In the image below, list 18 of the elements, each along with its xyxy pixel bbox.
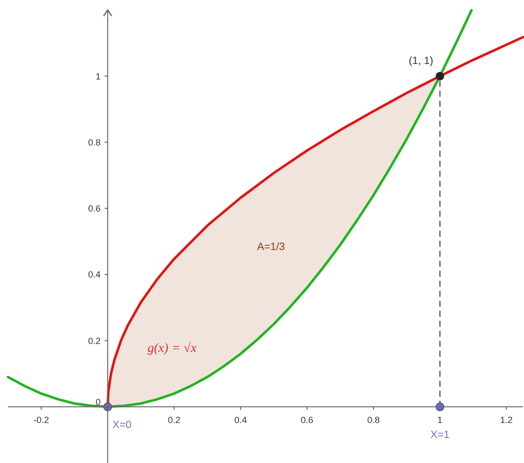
x-tick-label: 1.2 (500, 414, 513, 425)
annotation: g(x) = √x (147, 340, 197, 355)
y-tick-label: 0 (96, 396, 101, 407)
y-tick-label: 0.4 (88, 270, 101, 280)
x-tick-label: 0.8 (367, 414, 380, 425)
annotation: (1, 1) (408, 55, 434, 67)
y-tick-label: 1 (96, 71, 101, 82)
x-tick-label: 0.4 (234, 414, 247, 425)
annotation: X=1 (430, 429, 450, 441)
y-tick-label: 0.6 (88, 204, 101, 214)
annotation: X=0 (112, 419, 132, 431)
annotation: A=1/3 (257, 241, 286, 253)
y-tick-label: 0.8 (88, 137, 101, 148)
x-tick-label: 0.6 (300, 414, 314, 425)
y-tick-label: 0.2 (88, 336, 101, 346)
x-tick-label: -0.2 (33, 414, 49, 425)
x-tick-label: 1 (437, 414, 442, 425)
x-tick-label: 0.2 (168, 414, 180, 425)
